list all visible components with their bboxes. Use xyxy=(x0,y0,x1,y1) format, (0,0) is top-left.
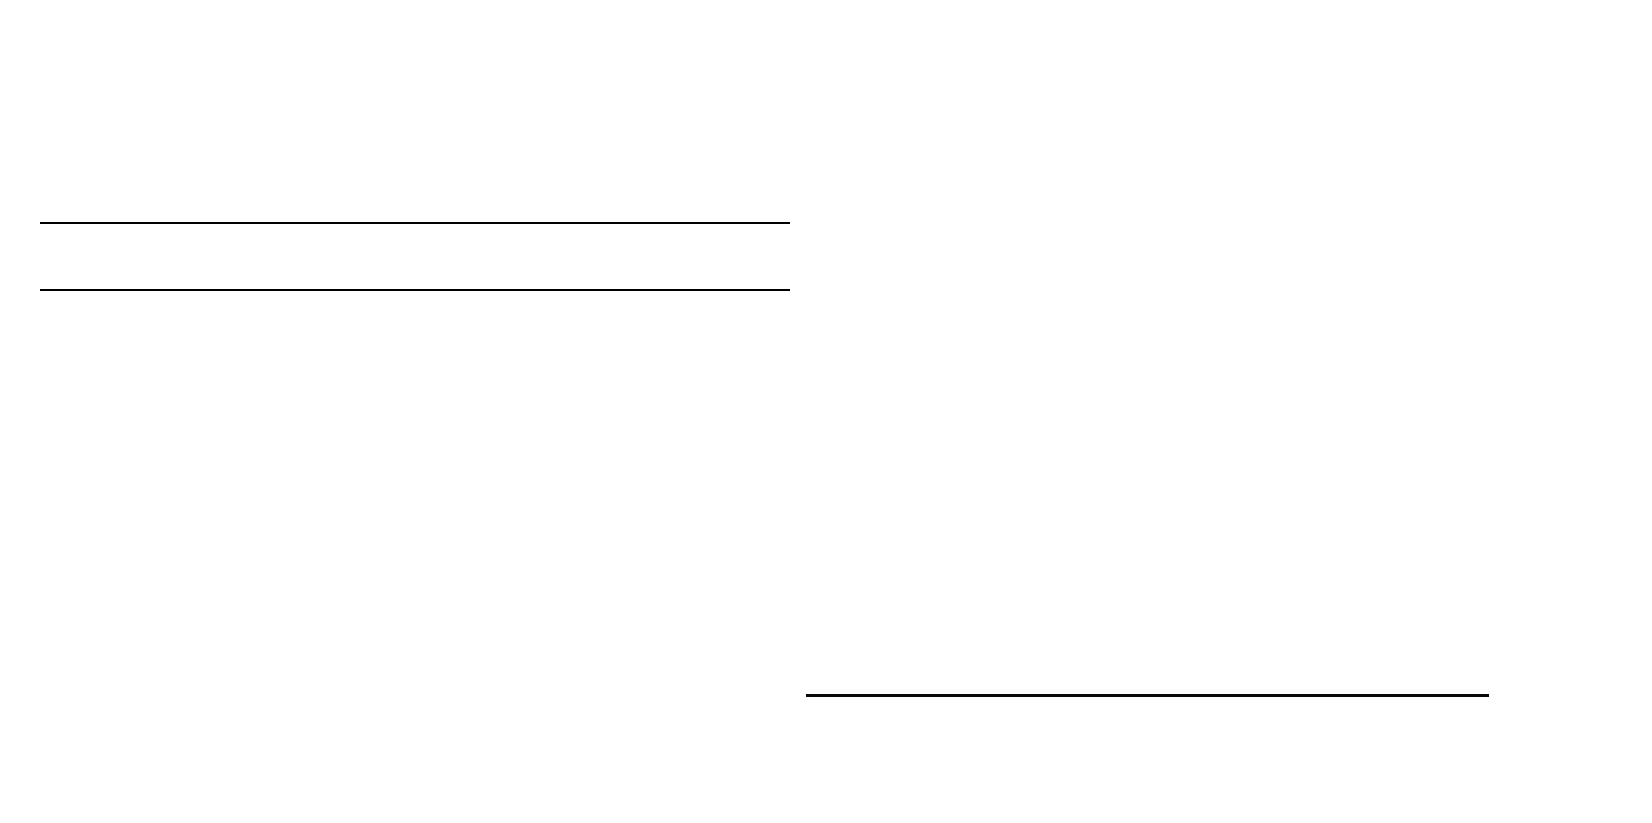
x-axis xyxy=(806,694,1489,697)
country-table xyxy=(40,222,790,291)
table-header-row xyxy=(40,224,790,291)
